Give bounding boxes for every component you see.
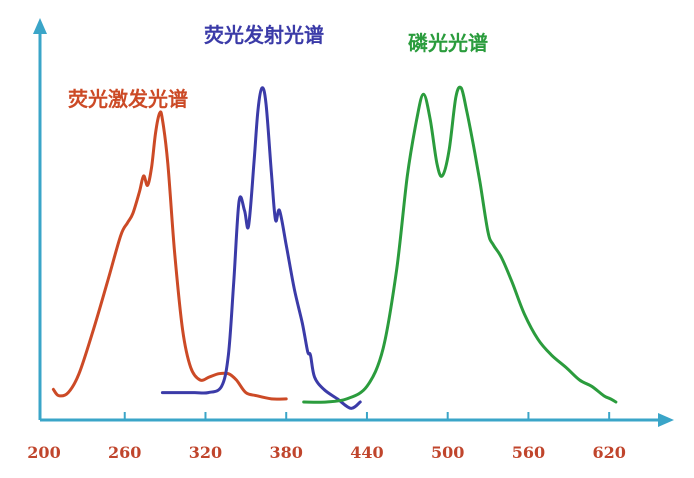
x-tick-label: 440 — [350, 443, 383, 462]
emission-spectrum-line — [160, 86, 362, 410]
x-tick-label: 200 — [27, 443, 60, 462]
x-tick-label: 260 — [108, 443, 141, 462]
y-axis-arrow — [33, 18, 47, 34]
x-tick-label: 320 — [189, 443, 222, 462]
excitation-spectrum-line — [51, 110, 288, 401]
x-axis-ticks: 200 260 320 380 440 500 560 620 — [27, 412, 626, 462]
x-axis-arrow — [658, 413, 674, 427]
series-label-excitation: 荧光激发光谱 — [68, 87, 188, 111]
phosphorescence-spectrum-line — [302, 85, 618, 404]
axes — [33, 18, 674, 427]
x-tick-label: 380 — [270, 443, 303, 462]
series-label-phosphorescence: 磷光光谱 — [408, 31, 488, 55]
x-tick-label: 620 — [592, 443, 625, 462]
series-label-emission: 荧光发射光谱 — [204, 23, 324, 47]
x-tick-label: 500 — [431, 443, 464, 462]
series-layer — [51, 85, 618, 410]
x-tick-label: 560 — [512, 443, 545, 462]
series-labels: 荧光激发光谱 荧光发射光谱 磷光光谱 — [68, 23, 488, 111]
